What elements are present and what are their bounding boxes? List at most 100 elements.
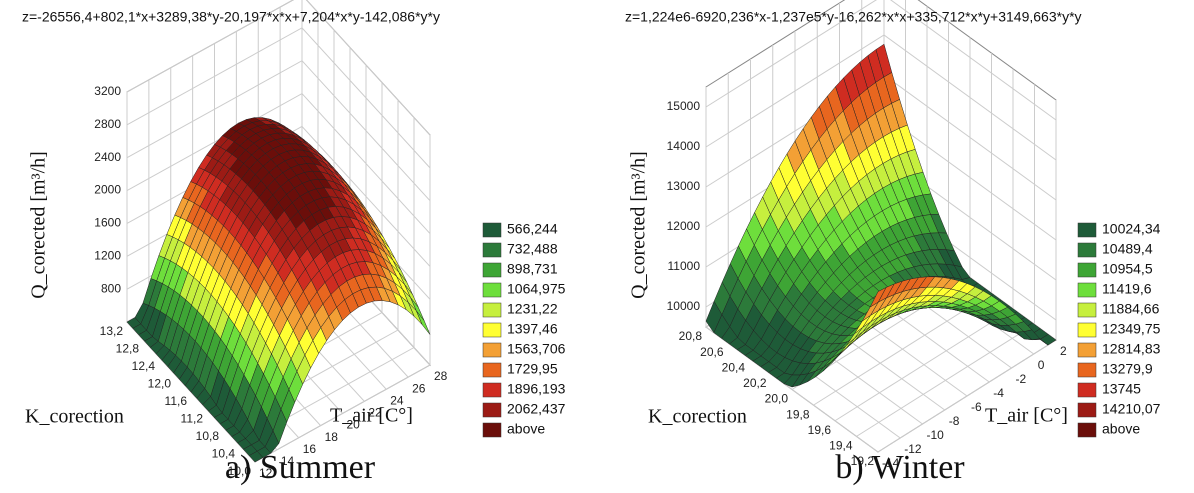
z-tick-label: 800	[101, 281, 121, 295]
legend-label: 11419,6	[1102, 281, 1152, 297]
legend-label: 10024,34	[1102, 221, 1161, 237]
legend-label: above	[1102, 421, 1140, 437]
z-axis-label: Q_corected [m³/h]	[28, 151, 50, 299]
y-tick-label: 12,4	[132, 359, 156, 373]
legend-swatch	[482, 222, 502, 238]
legend-swatch	[482, 242, 502, 258]
x-axis-label: T_air [C°]	[985, 405, 1068, 427]
equation: z=1,224e6-6920,236*x-1,237e5*y-16,262*x*…	[625, 9, 1082, 25]
legend-swatch	[1077, 342, 1097, 358]
equation: z=-26556,4+802,1*x+3289,38*y-20,197*x*x+…	[22, 9, 440, 25]
legend-label: 1064,975	[507, 281, 566, 297]
x-axis-label: T_air [C°]	[330, 405, 413, 427]
x-tick-label: -8	[949, 414, 960, 428]
y-tick-label: 20,6	[700, 345, 724, 359]
x-tick-label: 16	[303, 442, 317, 456]
x-tick-label: 22	[368, 406, 382, 420]
z-tick-label: 1600	[94, 216, 121, 230]
z-tick-label: 10000	[667, 299, 701, 313]
legend-label: 732,488	[507, 241, 558, 257]
legend-swatch	[482, 422, 502, 438]
legend-label: 12349,75	[1102, 321, 1161, 337]
surface-cell	[869, 286, 887, 308]
legend-label: 13745	[1102, 381, 1141, 397]
legend-swatch	[1077, 402, 1097, 418]
z-tick-label: 11000	[668, 259, 701, 273]
y-tick-label: 19,6	[808, 423, 832, 437]
x-tick-label: 26	[412, 381, 426, 395]
y-tick-label: 10,4	[212, 447, 236, 461]
x-tick-label: -2	[1016, 372, 1027, 386]
x-tick-label: 24	[390, 393, 404, 407]
legend-label: 1397,46	[507, 321, 558, 337]
z-tick-label: 2400	[94, 150, 121, 164]
y-tick-label: 20,8	[679, 329, 703, 343]
y-tick-label: 20,2	[743, 376, 767, 390]
y-tick-label: 10,8	[196, 429, 220, 443]
grid-line	[238, 117, 415, 445]
legend-swatch	[1077, 242, 1097, 258]
z-tick-label: 13000	[667, 179, 701, 193]
grid-line	[254, 135, 431, 463]
legend-label: 12814,83	[1102, 341, 1161, 357]
z-tick-label: 1200	[94, 248, 121, 262]
legend-swatch	[482, 402, 502, 418]
x-tick-label: -4	[993, 386, 1004, 400]
x-tick-label: 18	[325, 430, 339, 444]
legend-swatch	[1077, 322, 1097, 338]
y-tick-label: 10,0	[228, 464, 252, 478]
grid-line	[705, 0, 1057, 121]
y-tick-label: 19,8	[786, 407, 810, 421]
y-tick-label: 20,4	[722, 360, 746, 374]
legend-swatch	[1077, 362, 1097, 378]
z-axis-label: Q_corected [m³/h]	[628, 151, 650, 299]
legend-label: 10954,5	[1102, 261, 1153, 277]
surface-chart: 100001100012000130001400015000-14-12-10-…	[625, 0, 1161, 486]
legend-swatch	[482, 362, 502, 378]
legend-swatch	[482, 262, 502, 278]
legend-label: 1231,22	[507, 301, 558, 317]
x-tick-label: 12	[259, 466, 273, 480]
x-tick-label: -6	[971, 400, 982, 414]
y-tick-label: 11,6	[165, 394, 188, 408]
z-tick-label: 2000	[94, 183, 121, 197]
x-tick-label: 2	[1060, 344, 1067, 358]
x-tick-label: 20	[347, 418, 361, 432]
z-tick-label: 3200	[94, 84, 121, 98]
x-tick-label: 28	[434, 369, 448, 383]
legend-swatch	[482, 302, 502, 318]
caption: b) Winter	[835, 449, 965, 486]
x-tick-label: -14	[882, 456, 900, 470]
legend-label: above	[507, 421, 545, 437]
z-tick-label: 14000	[667, 139, 701, 153]
legend-label: 1563,706	[507, 341, 566, 357]
legend-swatch	[482, 382, 502, 398]
legend-label: 13279,9	[1102, 361, 1153, 377]
legend-swatch	[1077, 302, 1097, 318]
legend-label: 11884,66	[1102, 301, 1160, 317]
y-tick-label: 12,0	[148, 377, 172, 391]
x-tick-label: -10	[927, 428, 945, 442]
caption: a) Summer	[225, 449, 376, 486]
y-tick-label: 12,8	[116, 342, 140, 356]
legend-label: 14210,07	[1102, 401, 1161, 417]
legend-swatch	[1077, 282, 1097, 298]
legend-swatch	[482, 282, 502, 298]
legend-swatch	[482, 322, 502, 338]
z-tick-label: 2800	[94, 117, 121, 131]
y-axis-label: K_corection	[25, 406, 124, 428]
legend-label: 898,731	[507, 261, 558, 277]
y-tick-label: 13,2	[100, 324, 124, 338]
legend-label: 1896,193	[507, 381, 566, 397]
legend-label: 10489,4	[1102, 241, 1153, 257]
y-tick-label: 19,2	[851, 454, 875, 468]
x-tick-label: -12	[904, 442, 922, 456]
legend-label: 2062,437	[507, 401, 566, 417]
x-tick-label: 14	[281, 454, 295, 468]
legend-swatch	[482, 342, 502, 358]
surface-cell	[248, 450, 264, 463]
legend-swatch	[1077, 262, 1097, 278]
legend-swatch	[1077, 422, 1097, 438]
y-tick-label: 20,0	[765, 392, 789, 406]
